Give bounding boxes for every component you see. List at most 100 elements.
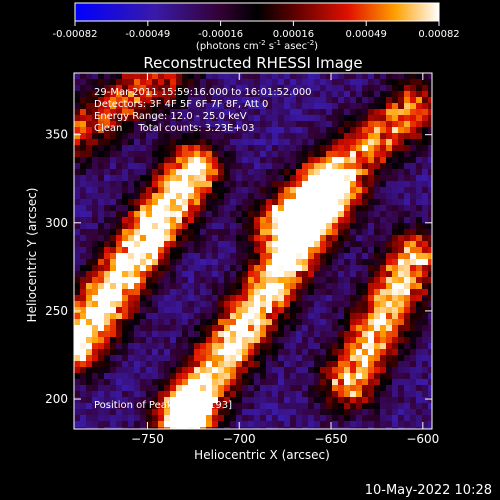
heatmap-cell (200, 385, 206, 391)
heatmap-cell (374, 307, 380, 313)
heatmap-cell (80, 397, 86, 403)
heatmap-cell (422, 229, 428, 235)
heatmap-cell (416, 313, 422, 319)
heatmap-cell (290, 313, 296, 319)
heatmap-cell (80, 415, 86, 421)
heatmap-cell (380, 427, 386, 429)
heatmap-cell (98, 133, 104, 139)
heatmap-cell (176, 391, 182, 397)
heatmap-cell (278, 271, 284, 277)
heatmap-cell (320, 289, 326, 295)
heatmap-cell (188, 379, 194, 385)
heatmap-cell (206, 397, 212, 403)
heatmap-cell (422, 85, 428, 91)
heatmap-cell (350, 403, 356, 409)
heatmap-cell (182, 283, 188, 289)
heatmap-cell (236, 319, 242, 325)
heatmap-cell (284, 169, 290, 175)
heatmap-cell (242, 253, 248, 259)
heatmap-cell (344, 301, 350, 307)
heatmap-cell (302, 349, 308, 355)
heatmap-cell (356, 289, 362, 295)
heatmap-cell (398, 91, 404, 97)
heatmap-cell (152, 277, 158, 283)
heatmap-cell (206, 73, 212, 79)
heatmap-cell (188, 187, 194, 193)
heatmap-cell (164, 235, 170, 241)
heatmap-cell (164, 373, 170, 379)
heatmap-cell (350, 151, 356, 157)
heatmap-cell (278, 259, 284, 265)
heatmap-cell (416, 127, 422, 133)
heatmap-cell (146, 325, 152, 331)
heatmap-cell (344, 361, 350, 367)
heatmap-cell (374, 367, 380, 373)
heatmap-cell (254, 73, 260, 79)
heatmap-cell (158, 91, 164, 97)
heatmap-cell (308, 175, 314, 181)
heatmap-cell (392, 217, 398, 223)
heatmap-cell (200, 229, 206, 235)
heatmap-cell (428, 193, 432, 199)
heatmap-cell (308, 331, 314, 337)
heatmap-cell (326, 73, 332, 79)
heatmap-cell (344, 391, 350, 397)
heatmap-cell (140, 385, 146, 391)
heatmap-cell (128, 133, 134, 139)
heatmap-cell (188, 403, 194, 409)
heatmap-cell (272, 283, 278, 289)
heatmap-cell (362, 289, 368, 295)
heatmap-cell (428, 235, 432, 241)
heatmap-cell (116, 145, 122, 151)
heatmap-cell (98, 283, 104, 289)
heatmap-cell (128, 109, 134, 115)
heatmap-cell (116, 397, 122, 403)
heatmap-cell (152, 217, 158, 223)
heatmap-cell (302, 367, 308, 373)
heatmap-cell (344, 223, 350, 229)
heatmap-cell (188, 349, 194, 355)
heatmap-cell (338, 325, 344, 331)
heatmap-cell (110, 145, 116, 151)
heatmap-cell (182, 151, 188, 157)
heatmap-cell (242, 361, 248, 367)
heatmap-cell (218, 85, 224, 91)
heatmap-cell (98, 355, 104, 361)
heatmap-cell (164, 295, 170, 301)
heatmap-cell (356, 379, 362, 385)
heatmap-cell (260, 187, 266, 193)
heatmap-cell (152, 211, 158, 217)
heatmap-cell (344, 73, 350, 79)
heatmap-cell (116, 403, 122, 409)
heatmap-cell (380, 403, 386, 409)
heatmap-cell (80, 427, 86, 429)
heatmap-cell (74, 181, 80, 187)
heatmap-cell (224, 73, 230, 79)
heatmap-cell (134, 289, 140, 295)
heatmap-cell (326, 211, 332, 217)
heatmap-cell (218, 121, 224, 127)
heatmap-cell (206, 139, 212, 145)
heatmap-cell (320, 187, 326, 193)
heatmap-cell (122, 289, 128, 295)
heatmap-cell (218, 379, 224, 385)
heatmap-cell (392, 295, 398, 301)
heatmap-cell (332, 385, 338, 391)
heatmap-cell (302, 295, 308, 301)
heatmap-cell (182, 121, 188, 127)
heatmap-cell (326, 265, 332, 271)
heatmap-cell (122, 163, 128, 169)
heatmap-cell (428, 163, 432, 169)
heatmap-cell (254, 271, 260, 277)
heatmap-cell (416, 331, 422, 337)
heatmap-cell (146, 427, 152, 429)
heatmap-cell (404, 403, 410, 409)
heatmap-cell (332, 349, 338, 355)
heatmap-cell (200, 169, 206, 175)
heatmap-cell (104, 145, 110, 151)
heatmap-cell (182, 415, 188, 421)
heatmap-cell (290, 331, 296, 337)
heatmap-cell (302, 355, 308, 361)
heatmap-cell (320, 415, 326, 421)
heatmap-cell (116, 193, 122, 199)
